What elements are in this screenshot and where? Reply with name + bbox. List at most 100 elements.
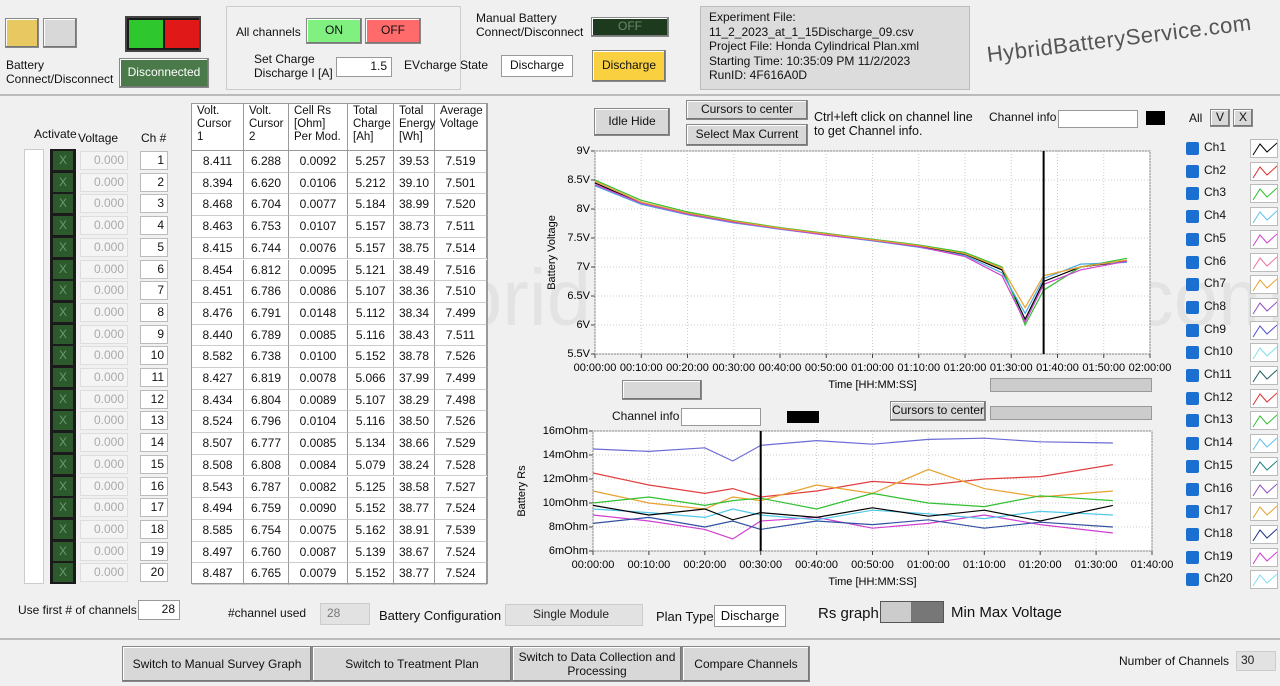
table-cell: 7.511 (435, 324, 487, 347)
stop-button[interactable] (165, 20, 199, 48)
footer-button[interactable]: Switch to Data Collection and Processing (512, 646, 682, 682)
discharge-button[interactable]: Discharge (592, 50, 666, 82)
activate-box[interactable]: X (53, 563, 73, 583)
activate-box[interactable]: X (53, 237, 73, 257)
checkbox[interactable] (1186, 164, 1199, 178)
cursors-center-button-2[interactable]: Cursors to center (890, 401, 986, 421)
checkbox[interactable] (1186, 142, 1199, 155)
hint-text: Ctrl+left click on channel line to get C… (814, 110, 973, 139)
table-cell: 5.152 (348, 498, 394, 520)
checkbox[interactable] (1186, 527, 1199, 541)
channel-number: 5 (140, 237, 168, 257)
table-cell: 38.49 (394, 259, 435, 282)
table-cell: 38.91 (394, 519, 435, 542)
checkbox[interactable] (1186, 278, 1199, 292)
x-button[interactable]: X (1233, 109, 1253, 127)
activate-box[interactable]: X (53, 216, 73, 236)
activate-box[interactable]: X (53, 346, 73, 366)
checkbox[interactable] (1186, 323, 1199, 337)
activate-box[interactable]: X (53, 476, 73, 496)
checkbox[interactable] (1186, 232, 1199, 246)
table-cell: 38.34 (394, 302, 435, 325)
channel-number: 3 (140, 194, 168, 214)
table-cell: 8.427 (192, 368, 244, 390)
battery-config-field[interactable]: Single Module (505, 604, 643, 626)
table-cell: 6.791 (244, 302, 289, 325)
checkbox[interactable] (1186, 414, 1199, 428)
y-tick-label: 6V (577, 319, 591, 331)
footer-button[interactable]: Compare Channels (682, 646, 810, 682)
experiment-line: 11_2_2023_at_1_15Discharge_09.csv (709, 24, 914, 39)
channel-swatch (1250, 502, 1278, 522)
table-cell: 39.53 (394, 151, 435, 173)
save-icon[interactable] (43, 18, 77, 48)
select-max-button[interactable]: Select Max Current (686, 124, 808, 146)
v-button[interactable]: V (1210, 109, 1230, 127)
footer-button[interactable]: Switch to Manual Survey Graph (122, 646, 312, 682)
voltage-cell: 0.000 (80, 563, 128, 583)
table-cell: 7.514 (435, 237, 487, 260)
checkbox[interactable] (1186, 391, 1199, 405)
activate-box[interactable]: X (53, 454, 73, 474)
checkbox[interactable] (1186, 346, 1199, 360)
x-tick-label: 00:40:00 (795, 559, 838, 571)
scrollbar-x[interactable] (990, 378, 1152, 392)
disconnected-button[interactable]: Disconnected (119, 58, 209, 88)
channel-info-field-2[interactable] (681, 408, 761, 426)
activate-box[interactable]: X (53, 194, 73, 214)
activate-box[interactable]: X (53, 259, 73, 279)
use-first-field[interactable]: 28 (138, 600, 180, 620)
voltage-cell: 0.000 (80, 454, 128, 474)
activate-box[interactable]: X (53, 433, 73, 453)
scrollbar-x-2[interactable] (990, 406, 1152, 420)
checkbox[interactable] (1186, 550, 1199, 564)
checkbox[interactable] (1186, 437, 1199, 451)
on-button[interactable]: ON (306, 18, 362, 44)
table-cell: 5.157 (348, 216, 394, 238)
table-cell: 7.527 (435, 476, 487, 499)
activate-box[interactable]: X (53, 519, 73, 539)
cursors-center-button[interactable]: Cursors to center (686, 100, 808, 120)
evcharge-field[interactable]: Discharge (501, 55, 573, 77)
table-cell: 6.738 (244, 346, 289, 368)
activate-box[interactable]: X (53, 411, 73, 431)
checkbox[interactable] (1186, 505, 1199, 519)
open-icon[interactable] (5, 18, 39, 48)
checkbox[interactable] (1186, 255, 1199, 269)
idle-hide-button[interactable]: Idle Hide (594, 108, 670, 136)
set-charge-field[interactable]: 1.5 (336, 57, 392, 77)
activate-box[interactable]: X (53, 172, 73, 192)
manual-off-button[interactable]: OFF (591, 17, 669, 37)
table-cell: 8.508 (192, 454, 244, 477)
checkbox[interactable] (1186, 482, 1199, 496)
checkbox[interactable] (1186, 300, 1199, 314)
activate-box[interactable]: X (53, 324, 73, 344)
swatch-line (1252, 142, 1277, 156)
activate-box[interactable]: X (53, 281, 73, 301)
graph-tools[interactable] (622, 380, 702, 400)
play-button[interactable] (129, 20, 163, 48)
scrollbar[interactable] (24, 149, 44, 584)
checkbox[interactable] (1186, 573, 1199, 587)
activate-box[interactable]: X (53, 498, 73, 518)
channel-info-field[interactable] (1058, 110, 1138, 128)
checkbox[interactable] (1186, 459, 1199, 473)
off-button[interactable]: OFF (365, 18, 421, 44)
table-cell: 5.112 (348, 302, 394, 325)
checkbox[interactable] (1186, 369, 1199, 382)
activate-box[interactable]: X (53, 368, 73, 387)
activate-box[interactable]: X (53, 389, 73, 409)
channel-info-label: Channel info (989, 110, 1057, 124)
activate-box[interactable]: X (53, 541, 73, 561)
checkbox[interactable] (1186, 210, 1199, 224)
checkbox[interactable] (1186, 187, 1199, 201)
toggle[interactable] (880, 601, 944, 623)
activate-box[interactable]: X (53, 151, 73, 170)
activate-box[interactable]: X (53, 302, 73, 322)
voltage-cell: 0.000 (80, 151, 128, 170)
use-first-label: Use first # of channels (18, 603, 137, 617)
channel-name: Ch19 (1204, 548, 1233, 563)
y-tick-label: 7.5V (567, 232, 590, 244)
footer-button[interactable]: Switch to Treatment Plan (312, 646, 512, 682)
channel-used-field: 28 (320, 603, 370, 625)
